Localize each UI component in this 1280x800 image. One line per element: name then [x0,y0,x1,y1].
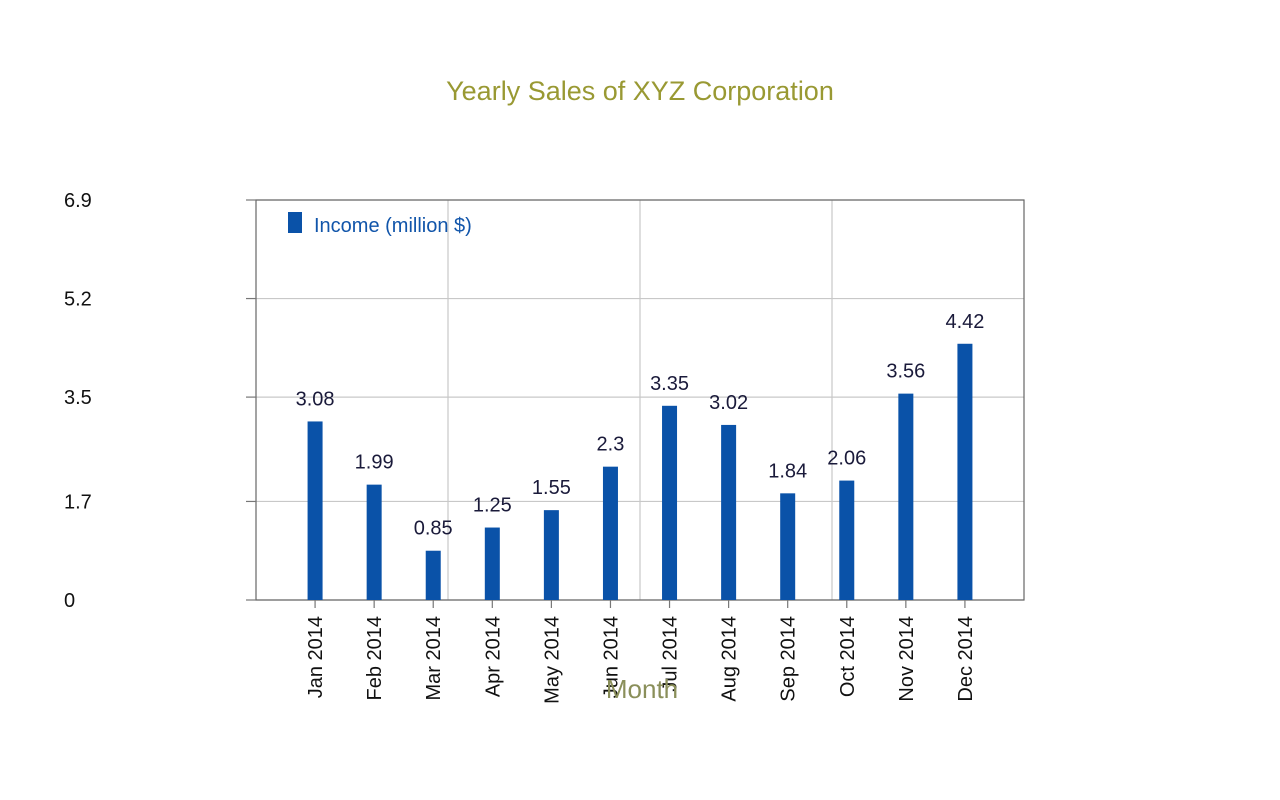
data-label: 3.35 [650,373,689,395]
x-tick-label: Nov 2014 [896,616,918,702]
legend: Income (million $) [288,212,472,237]
x-tick-label: Aug 2014 [719,616,741,702]
bar-series: 3.08 1.99 0.85 1.25 1.55 2.3 3.35 3.02 1.84 2.06 3… [296,311,984,600]
x-tick-label: Oct 2014 [837,616,859,697]
data-label: 3.56 [886,361,925,383]
data-label: 3.02 [709,392,748,414]
y-tick-label: 5.2 [64,289,92,311]
bar [957,343,973,600]
bar [366,484,382,600]
x-axis-title: Month [606,674,678,704]
data-label: 2.3 [597,434,625,456]
data-label: 1.99 [355,452,394,474]
bar [898,393,914,600]
data-label: 0.85 [414,518,453,540]
grid-lines [255,199,1025,601]
data-label: 1.25 [473,495,512,517]
x-tick-label: Jul 2014 [660,616,682,692]
x-tick-label: Mar 2014 [423,616,445,701]
bar [425,550,441,600]
data-label: 4.42 [945,311,984,333]
y-tick-label: 1.7 [64,491,92,513]
legend-label: Income (million $) [314,215,472,237]
x-tick-label: Jan 2014 [305,616,327,698]
bar [543,510,559,600]
data-label: 2.06 [827,448,866,470]
bar [602,466,618,600]
x-tick-label: Jun 2014 [600,616,622,698]
bar [484,527,500,600]
plot-frame [255,199,1025,601]
bar [839,480,855,600]
data-label: 3.08 [296,388,335,410]
legend-swatch [288,212,302,233]
x-tick-label: May 2014 [541,616,563,704]
chart-title: Yearly Sales of XYZ Corporation [446,76,834,106]
bar [307,421,323,600]
y-axis: 0 1.7 3.5 5.2 6.9 [64,190,256,612]
y-tick-label: 0 [64,590,75,612]
y-tick-label: 3.5 [64,387,92,409]
data-label: 1.84 [768,460,807,482]
x-axis: Jan 2014 Feb 2014 Mar 2014 Apr 2014 May 2014… [305,600,977,704]
y-tick-label: 6.9 [64,190,92,212]
x-tick-label: Sep 2014 [778,616,800,702]
x-tick-label: Apr 2014 [482,616,504,697]
data-label: 1.55 [532,477,571,499]
bar [721,424,737,600]
x-tick-label: Feb 2014 [364,616,386,701]
bar [780,493,796,600]
bar [662,405,678,600]
x-tick-label: Dec 2014 [955,616,977,702]
